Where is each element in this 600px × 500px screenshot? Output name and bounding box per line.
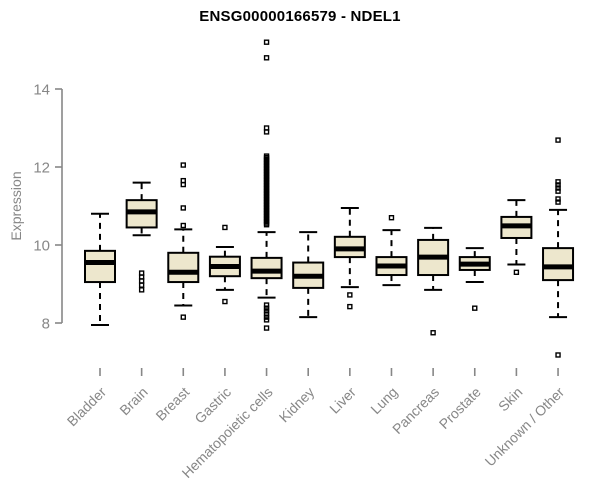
- y-axis-label: Expression: [8, 171, 24, 241]
- outlier-point: [430, 330, 436, 336]
- outlier-point: [555, 182, 561, 188]
- box-group-liver: Liver: [326, 206, 366, 417]
- x-tick-label: Brain: [116, 384, 150, 418]
- box-group-kidney: Kidney: [276, 231, 325, 426]
- x-tick-label: Lung: [367, 384, 400, 417]
- y-tick-label: 12: [33, 160, 50, 177]
- y-tick-label: 10: [33, 238, 50, 255]
- y-tick-label: 14: [33, 82, 50, 99]
- outlier-point: [555, 188, 561, 194]
- outlier-point: [555, 196, 561, 202]
- iqr-box: [84, 249, 116, 284]
- outlier-point: [347, 292, 353, 298]
- outlier-point: [222, 224, 228, 231]
- box-group-skin: Skin: [495, 199, 533, 415]
- box-group-breast: Breast: [152, 162, 200, 424]
- box-group-unknown-other: Unknown / Other: [482, 137, 575, 470]
- outlier-point: [263, 129, 270, 135]
- outlier-point: [263, 305, 270, 311]
- outlier-point: [555, 137, 561, 143]
- outlier-point: [263, 222, 270, 228]
- outlier-point: [263, 325, 270, 331]
- outlier-point: [513, 269, 520, 275]
- iqr-box: [167, 251, 200, 284]
- outlier-point: [180, 314, 186, 320]
- outlier-point: [555, 352, 561, 358]
- outlier-point: [180, 205, 186, 211]
- box-group-bladder: Bladder: [64, 212, 116, 430]
- iqr-box: [542, 247, 575, 282]
- x-tick-label: Prostate: [436, 384, 484, 432]
- x-tick-label: Skin: [495, 384, 526, 415]
- y-tick-label: 8: [42, 316, 50, 333]
- chart-title: ENSG00000166579 - NDEL1: [199, 8, 401, 25]
- outlier-point: [263, 317, 270, 323]
- outlier-point: [263, 39, 270, 45]
- outlier-point: [138, 278, 145, 284]
- outlier-point: [263, 55, 270, 61]
- outlier-point: [555, 179, 561, 185]
- outlier-point: [263, 314, 270, 320]
- outlier-point: [347, 303, 353, 310]
- box-group-lung: Lung: [367, 214, 408, 417]
- x-tick-label: Breast: [152, 384, 192, 424]
- x-tick-label: Kidney: [276, 384, 318, 426]
- outlier-point: [180, 162, 186, 168]
- iqr-box: [250, 256, 283, 280]
- outlier-point: [263, 311, 270, 317]
- outlier-point: [263, 308, 270, 314]
- outlier-point: [138, 287, 145, 293]
- outlier-point: [472, 305, 478, 311]
- outlier-point: [138, 282, 145, 288]
- outlier-point: [263, 302, 270, 308]
- outlier-point: [180, 181, 186, 188]
- x-tick-label: Bladder: [64, 384, 110, 430]
- outlier-point: [555, 185, 561, 191]
- box-group-brain: Brain: [116, 181, 158, 418]
- x-tick-label: Unknown / Other: [482, 384, 568, 470]
- outlier-point: [555, 199, 561, 205]
- outlier-point: [180, 222, 186, 229]
- outlier-point: [222, 298, 228, 305]
- outlier-point: [388, 214, 395, 221]
- x-tick-label: Liver: [326, 384, 359, 417]
